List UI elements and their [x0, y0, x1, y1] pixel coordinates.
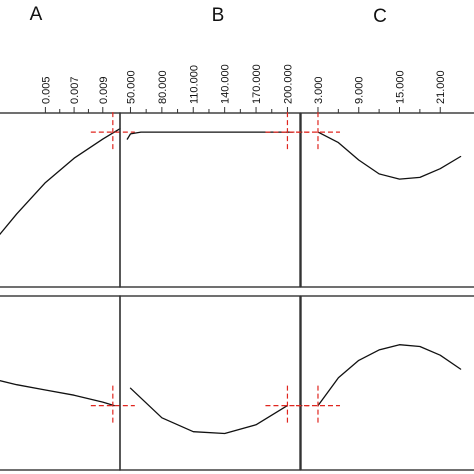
crosshair-a2 [90, 385, 135, 426]
tick-label-b1-5: 200.000 [282, 64, 294, 104]
curve-c2 [317, 344, 462, 407]
crosshair-c1 [295, 112, 340, 153]
tick-label-a1-2: 0.009 [98, 76, 110, 104]
tick-label-c1-1: 9.000 [354, 76, 366, 104]
curve-c1 [317, 131, 462, 180]
tick-label-b1-3: 140.000 [220, 64, 232, 104]
curve-b2 [129, 387, 289, 435]
panel-frame-c2 [300, 295, 474, 471]
panel-a1: 0.005 0.007 0.009 [0, 76, 135, 288]
tick-label-c1-2: 15.000 [394, 70, 406, 104]
tick-label-b1-1: 80.000 [157, 70, 169, 104]
curve-b1 [126, 131, 294, 140]
tick-label-b1-4: 170.000 [251, 64, 263, 104]
column-letters: A B C [30, 4, 387, 27]
column-letter-c: C [373, 6, 387, 27]
column-letter-a: A [30, 4, 43, 25]
panel-frame-a2 [0, 295, 121, 471]
crosshair-c2 [295, 385, 340, 426]
panel-frame-b2 [119, 295, 301, 471]
panel-b1: 50.000 80.000 110.000 140.000 170.000 200.000 [119, 64, 310, 288]
panel-a2 [0, 295, 135, 471]
tick-label-c1-3: 21.000 [435, 70, 447, 104]
column-letter-b: B [212, 5, 225, 26]
curve-a2 [0, 380, 115, 407]
panel-c2 [295, 295, 474, 471]
panel-b2 [119, 295, 310, 471]
tick-label-b1-0: 50.000 [125, 70, 137, 104]
crosshair-b2 [265, 385, 310, 426]
panel-frame-c1 [300, 112, 474, 288]
tick-label-b1-2: 110.000 [188, 65, 200, 104]
crosshair-b1 [265, 112, 310, 153]
panels-group: 0.005 0.007 0.009 50.000 80.000 110.000 140.00… [0, 64, 474, 471]
tick-label-a1-1: 0.007 [69, 76, 81, 104]
tick-label-c1-0: 3.000 [313, 76, 325, 104]
curve-a1 [0, 128, 121, 236]
tick-label-a1-0: 0.005 [40, 76, 52, 104]
crosshair-a1 [90, 112, 135, 153]
panel-frame-b1 [119, 112, 301, 288]
panel-c1: 3.000 9.000 15.000 21.000 [295, 70, 474, 288]
